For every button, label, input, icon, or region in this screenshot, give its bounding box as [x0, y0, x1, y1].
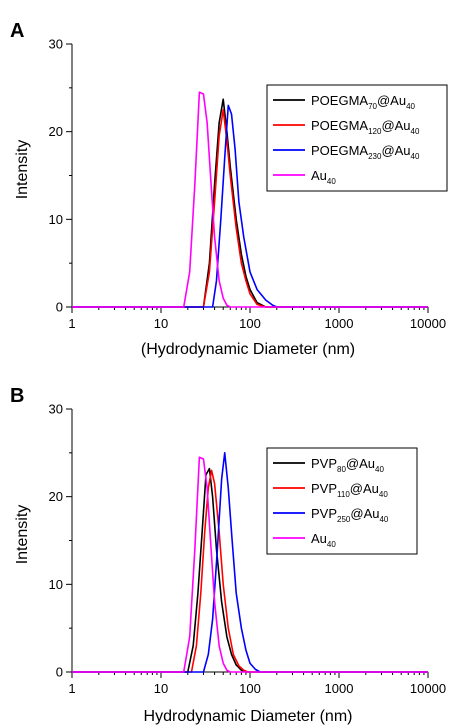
x-tick-label: 10000 [410, 681, 446, 696]
y-axis-title: Intensity [14, 140, 31, 200]
y-tick-label: 0 [56, 665, 63, 680]
legend-entry: PVP110@Au40 [311, 481, 388, 499]
y-tick-label: 20 [49, 124, 63, 139]
series-line [72, 104, 428, 308]
y-axis-title: Intensity [14, 505, 31, 565]
x-tick-label: 100 [239, 681, 261, 696]
x-tick-label: 10 [154, 681, 168, 696]
series-line [72, 456, 428, 673]
panel-letter: B [10, 385, 24, 407]
x-tick-label: 1 [68, 681, 75, 696]
series-line [72, 467, 428, 673]
x-tick-label: 1000 [325, 316, 354, 331]
x-axis-title: (Hydrodynamic Diameter (nm) [141, 341, 355, 358]
x-axis-title: Hydrodynamic Diameter (nm) [144, 708, 353, 725]
y-tick-label: 0 [56, 300, 63, 315]
panel-b: B 0 10 20 30 1 10 100 1000 10000 Hydrodynamic Diam… [10, 385, 446, 725]
legend-entry: PVP250@Au40 [311, 506, 389, 524]
series-line [72, 108, 428, 308]
panel-a: A 0 10 20 30 1 10 100 1000 10000 (Hydrodynamic Dia… [10, 20, 448, 358]
legend-box [266, 84, 448, 192]
y-tick-label: 20 [49, 489, 63, 504]
y-tick-label: 30 [49, 402, 63, 417]
series-line [72, 452, 428, 673]
series-line [72, 98, 428, 308]
y-tick-label: 10 [49, 577, 63, 592]
legend-entry: POEGMA120@Au40 [311, 118, 420, 136]
legend-entry: PVP80@Au40 [311, 456, 384, 474]
x-tick-label: 10000 [410, 316, 446, 331]
series-line [72, 91, 428, 308]
x-tick-label: 1 [68, 316, 75, 331]
legend-entry: POEGMA230@Au40 [311, 143, 420, 161]
panel-letter: A [10, 20, 24, 42]
y-tick-label: 30 [49, 37, 63, 52]
y-tick-label: 10 [49, 212, 63, 227]
x-tick-label: 100 [239, 316, 261, 331]
series-line [72, 469, 428, 673]
x-tick-label: 1000 [325, 681, 354, 696]
legend-box [266, 447, 418, 555]
x-tick-label: 10 [154, 316, 168, 331]
legend-entry: Au40 [311, 168, 336, 186]
legend-entry: POEGMA70@Au40 [311, 93, 416, 111]
legend-entry: Au40 [311, 531, 336, 549]
